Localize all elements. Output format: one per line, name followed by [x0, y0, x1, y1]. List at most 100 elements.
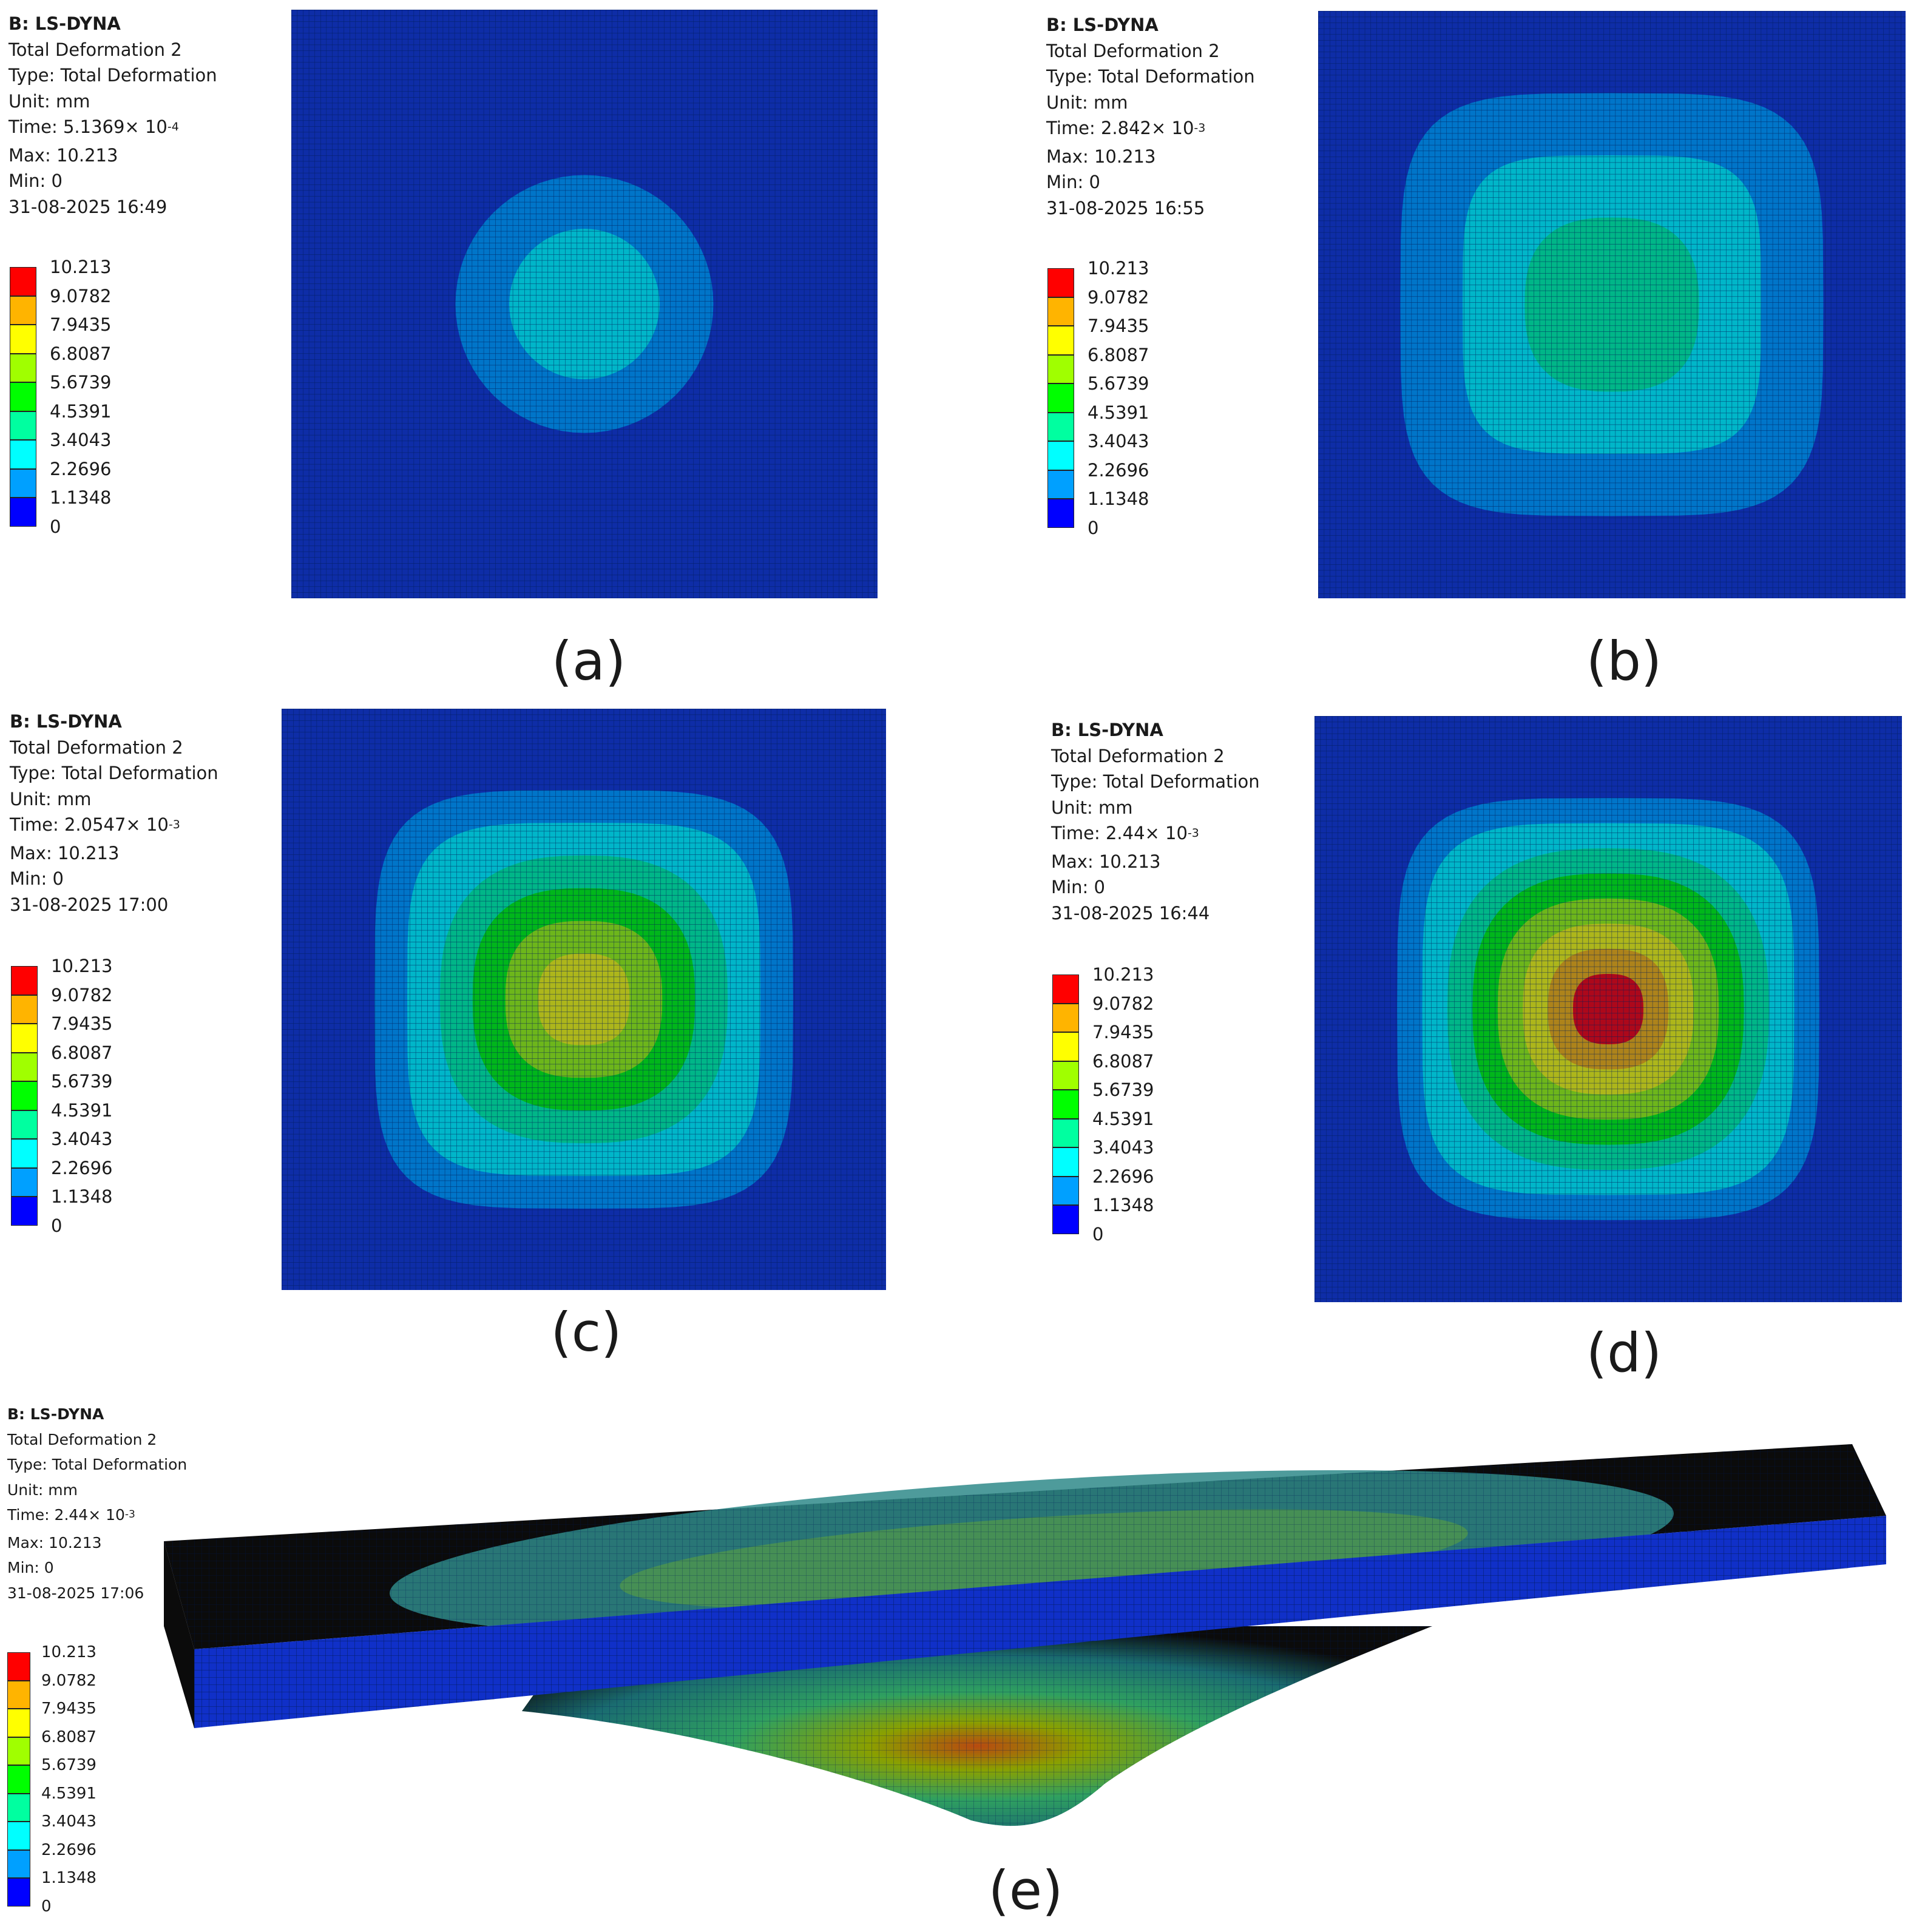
- legend-swatch: [10, 440, 36, 469]
- result-min: Min: 0: [10, 868, 64, 889]
- legend-value: 9.0782: [41, 1671, 96, 1690]
- legend-swatch: [11, 995, 38, 1024]
- isometric-deformed-view: [158, 1444, 1925, 1845]
- legend-value: 9.0782: [1092, 993, 1154, 1014]
- legend-value: 10.213: [51, 956, 113, 976]
- legend-value: 1.1348: [50, 487, 112, 508]
- legend-value: 5.6739: [41, 1756, 96, 1774]
- legend-value: 7.9435: [41, 1700, 96, 1718]
- panel-label: (b): [1586, 630, 1662, 692]
- header-label: B: LS-DYNA: [10, 711, 122, 732]
- legend-swatch: [10, 498, 36, 527]
- legend-value: 1.1348: [51, 1186, 113, 1207]
- contour-plot-d: [1314, 716, 1902, 1302]
- legend-value: 6.8087: [1092, 1050, 1154, 1072]
- side-mesh: [194, 1516, 1886, 1728]
- legend-swatch: [10, 296, 36, 325]
- legend-value: 2.2696: [50, 458, 112, 479]
- legend-value: 5.6739: [1088, 373, 1149, 394]
- result-type: Type: Total Deformation: [1051, 771, 1260, 792]
- legend-value: 2.2696: [1092, 1166, 1154, 1187]
- legend-value: 3.4043: [1092, 1137, 1154, 1158]
- mesh-grid: [291, 10, 878, 598]
- result-min: Min: 0: [8, 171, 63, 191]
- legend-value: 3.4043: [41, 1812, 96, 1831]
- result-name: Total Deformation 2: [10, 737, 183, 758]
- legend-swatch: [1052, 1032, 1079, 1061]
- header-label: B: LS-DYNA: [8, 13, 121, 34]
- legend-swatch: [1052, 1147, 1079, 1177]
- legend-value: 0: [41, 1897, 52, 1916]
- legend-value: 5.6739: [51, 1071, 113, 1092]
- legend-swatch: [7, 1737, 30, 1765]
- result-date: 31-08-2025 17:06: [7, 1584, 144, 1602]
- result-date: 31-08-2025 16:49: [8, 196, 167, 217]
- bulge-mesh: [522, 1626, 1432, 1826]
- result-date: 31-08-2025 16:55: [1046, 197, 1205, 218]
- header-label: B: LS-DYNA: [7, 1405, 104, 1423]
- result-unit: Unit: mm: [1046, 92, 1128, 113]
- legend-swatch: [1047, 412, 1074, 441]
- result-min: Min: 0: [1046, 172, 1100, 192]
- contour-plot-c: [282, 709, 886, 1290]
- legend-value: 0: [51, 1215, 63, 1236]
- plate-end-face: [164, 1541, 194, 1728]
- result-type: Type: Total Deformation: [1046, 66, 1255, 87]
- result-max: Max: 10.213: [1046, 146, 1156, 167]
- legend-swatch: [11, 1110, 38, 1139]
- legend-swatch: [1047, 268, 1074, 297]
- result-min: Min: 0: [1051, 877, 1105, 897]
- legend-value: 4.5391: [1088, 402, 1149, 423]
- legend-swatch: [1052, 1003, 1079, 1032]
- legend-swatch: [7, 1793, 30, 1822]
- panel-a-info: B: LS-DYNA Total Deformation 2 Type: Tot…: [8, 11, 217, 220]
- legend-value: 1.1348: [1088, 488, 1149, 509]
- legend-value: 3.4043: [1088, 431, 1149, 451]
- legend-swatch: [11, 1139, 38, 1168]
- legend-value: 10.213: [1088, 258, 1149, 279]
- legend-swatch: [7, 1652, 30, 1681]
- result-time: Time: 2.842× 10-3: [1046, 118, 1206, 138]
- contour-plot-b: [1318, 11, 1906, 598]
- legend-swatch: [1047, 326, 1074, 355]
- result-time: Time: 2.44× 10-3: [7, 1506, 135, 1524]
- legend-swatch: [11, 1081, 38, 1110]
- legend-value: 2.2696: [41, 1840, 96, 1859]
- legend-value: 3.4043: [51, 1129, 113, 1149]
- legend-swatch: [11, 1197, 38, 1226]
- legend-swatch: [7, 1878, 30, 1907]
- panel-label: (e): [988, 1859, 1063, 1922]
- legend-value: 5.6739: [1092, 1079, 1154, 1100]
- contour-plot-a: [291, 10, 878, 598]
- header-label: B: LS-DYNA: [1046, 15, 1159, 35]
- result-date: 31-08-2025 16:44: [1051, 902, 1210, 924]
- legend-swatch: [1052, 1176, 1079, 1205]
- legend-value: 9.0782: [50, 285, 112, 306]
- legend-swatch: [1047, 354, 1074, 383]
- legend-value: 9.0782: [51, 984, 113, 1005]
- legend-swatch: [10, 468, 36, 498]
- result-unit: Unit: mm: [1051, 797, 1133, 818]
- mesh-grid: [282, 709, 886, 1290]
- legend-swatch: [7, 1680, 30, 1709]
- legend-swatch: [1047, 383, 1074, 413]
- isometric-svg: [164, 1444, 1886, 1826]
- legend-value: 4.5391: [51, 1099, 113, 1121]
- legend-value: 6.8087: [41, 1728, 96, 1746]
- result-date: 31-08-2025 17:00: [10, 894, 169, 915]
- legend-value: 10.213: [1092, 964, 1154, 985]
- panel-d-info: B: LS-DYNA Total Deformation 2 Type: Tot…: [1051, 717, 1260, 926]
- legend-swatch: [7, 1822, 30, 1850]
- result-time: Time: 5.1369× 10-4: [8, 117, 179, 137]
- legend-value: 0: [50, 516, 61, 537]
- contour-svg: [1318, 11, 1906, 598]
- mesh-grid: [1318, 11, 1906, 598]
- result-name: Total Deformation 2: [8, 39, 182, 60]
- result-type: Type: Total Deformation: [7, 1456, 188, 1473]
- legend-value: 0: [1088, 517, 1099, 538]
- panel-label: (c): [550, 1301, 622, 1363]
- result-max: Max: 10.213: [10, 842, 120, 863]
- top-mesh: [164, 1444, 1886, 1649]
- legend-swatch: [10, 382, 36, 411]
- legend-value: 10.213: [50, 257, 112, 277]
